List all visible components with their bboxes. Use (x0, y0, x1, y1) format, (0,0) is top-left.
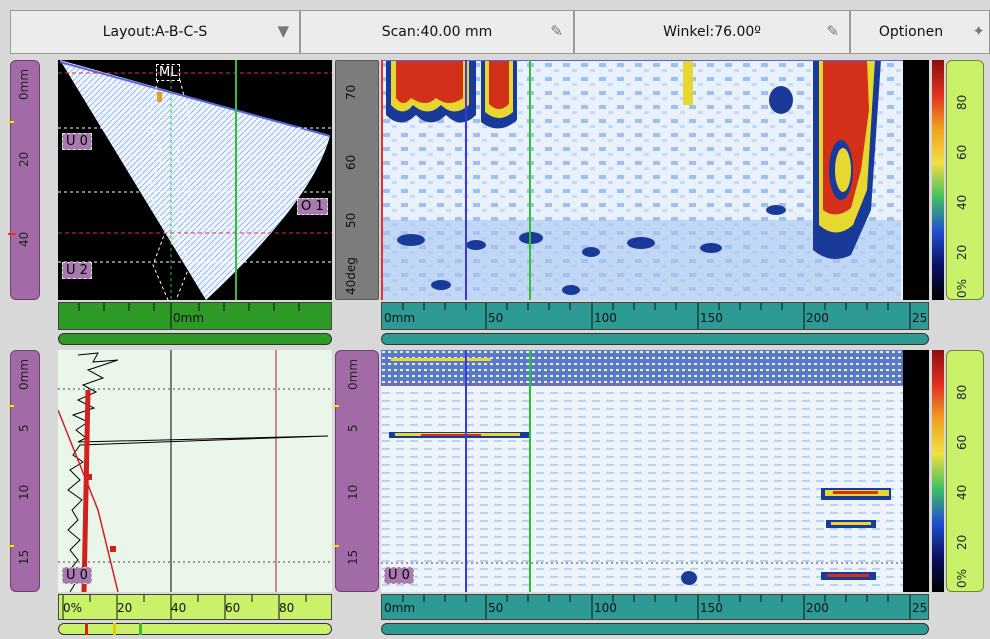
colorbar-tick: 0% (955, 278, 969, 298)
b-scan-x-tick: 25 (912, 311, 928, 325)
a-scan-slider[interactable] (58, 623, 332, 635)
b-scan-x-tick: 200 (806, 311, 829, 325)
dropdown-icon: ▼ (277, 22, 289, 40)
b-scan-slider[interactable] (381, 333, 929, 345)
a-scan-depth-ruler[interactable] (10, 350, 40, 592)
colorbar-tick: 20 (955, 534, 969, 550)
gate-marker (8, 233, 16, 235)
ruler-ticks (78, 303, 300, 329)
pencil-icon: ✎ (826, 22, 839, 40)
a-scan-x-tick: 80 (279, 601, 295, 615)
gate-marker (8, 121, 14, 123)
b-scan-angle-tick: 40deg (344, 257, 358, 295)
ruler-ticks (62, 595, 307, 619)
pencil-icon: ✎ (550, 22, 563, 40)
c-scan-amplitude-ruler[interactable] (946, 350, 984, 592)
ml-label: ML (156, 64, 181, 81)
colorbar-tick: 40 (955, 194, 969, 210)
c-scan-x-tick: 0mm (384, 601, 416, 615)
scan-label: Scan:40.00 mm (381, 24, 493, 40)
b-scan-angle-tick: 60 (344, 154, 358, 170)
a-scan-depth-tick: 0mm (17, 358, 31, 390)
a-scan-x-tick: 0% (63, 601, 83, 615)
gate-marker (85, 623, 88, 635)
colorbar-tick: 80 (955, 384, 969, 400)
c-scan-depth-tick: 5 (346, 424, 360, 432)
b-scan-amplitude-ruler[interactable] (946, 60, 984, 300)
a-scan-depth-tick: 10 (17, 484, 31, 500)
b-scan-angle-tick: 50 (344, 212, 358, 228)
gate-marker (139, 623, 142, 635)
b-scan-view[interactable] (381, 60, 929, 300)
c-scan-x-tick: 100 (594, 601, 617, 615)
s-scan-depth-tick: 0mm (17, 68, 31, 100)
options-label: Optionen (878, 24, 944, 40)
s-scan-depth-tick: 20 (17, 151, 31, 167)
gate-tag-u0: U 0 (62, 133, 92, 150)
ruler-ticks (402, 303, 911, 329)
b-scan-x-tick: 100 (594, 311, 617, 325)
a-scan-view[interactable] (58, 350, 332, 592)
gate-marker (113, 623, 116, 635)
c-scan-x-tick: 150 (700, 601, 723, 615)
c-scan-colorbar (932, 350, 944, 592)
gate-marker (333, 405, 339, 407)
b-scan-image (381, 60, 929, 300)
s-scan-index-tick: 0mm (173, 311, 205, 325)
c-scan-x-tick: 25 (912, 601, 928, 615)
gate-marker (8, 405, 14, 407)
b-scan-x-tick: 50 (488, 311, 504, 325)
b-scan-scan-ruler[interactable]: 0mm 50 100 150 200 25 (381, 302, 929, 330)
layout-button[interactable]: Layout:A-B-C-S ▼ (10, 10, 300, 54)
c-scan-x-tick: 200 (806, 601, 829, 615)
c-scan-slider[interactable] (381, 623, 929, 635)
options-button[interactable]: Optionen ✦ (850, 10, 990, 54)
s-scan-depth-ruler[interactable] (10, 60, 40, 300)
b-scan-angle-ruler[interactable] (335, 60, 379, 300)
s-scan-view[interactable]: ML (58, 60, 332, 300)
gate-marker (333, 545, 339, 547)
s-scan-image (58, 60, 332, 300)
a-scan-depth-tick: 5 (17, 424, 31, 432)
c-scan-scan-ruler[interactable]: 0mm 50 100 150 200 25 (381, 594, 929, 620)
colorbar-tick: 80 (955, 94, 969, 110)
c-scan-image (381, 350, 929, 592)
gate-tag-u0: U 0 (384, 567, 414, 584)
tools-icon: ✦ (972, 22, 985, 40)
ruler-ticks (402, 595, 911, 619)
layout-label: Layout:A-B-C-S (102, 24, 208, 40)
colorbar-tick: 0% (955, 568, 969, 588)
colorbar-tick: 60 (955, 144, 969, 160)
scan-position-button[interactable]: Scan:40.00 mm ✎ (300, 10, 574, 54)
gate-tag-u2: U 2 (62, 262, 92, 279)
c-scan-depth-tick: 0mm (346, 358, 360, 390)
angle-label: Winkel:76.00º (663, 24, 761, 40)
c-scan-depth-tick: 15 (346, 549, 360, 565)
a-scan-x-tick: 20 (117, 601, 133, 615)
b-scan-angle-tick: 70 (344, 84, 358, 100)
a-scan-x-tick: 40 (171, 601, 187, 615)
a-scan-x-tick: 60 (225, 601, 241, 615)
s-scan-index-ruler[interactable]: 0mm (58, 302, 332, 330)
a-scan-depth-tick: 15 (17, 549, 31, 565)
gate-tag-o1: O 1 (297, 198, 328, 215)
s-scan-depth-tick: 40 (17, 231, 31, 247)
b-scan-x-tick: 0mm (384, 311, 416, 325)
c-scan-x-tick: 50 (488, 601, 504, 615)
a-scan-plot (58, 350, 332, 592)
colorbar-tick: 60 (955, 434, 969, 450)
a-scan-amplitude-ruler[interactable]: 0% 20 40 60 80 (58, 594, 332, 620)
b-scan-x-tick: 150 (700, 311, 723, 325)
b-scan-colorbar (932, 60, 944, 300)
colorbar-tick: 20 (955, 244, 969, 260)
colorbar-tick: 40 (955, 484, 969, 500)
angle-button[interactable]: Winkel:76.00º ✎ (574, 10, 850, 54)
c-scan-view[interactable] (381, 350, 929, 592)
gate-marker (8, 545, 14, 547)
c-scan-depth-tick: 10 (346, 484, 360, 500)
c-scan-depth-ruler[interactable] (335, 350, 379, 592)
gate-tag-u0: U 0 (62, 567, 92, 584)
s-scan-slider[interactable] (58, 333, 332, 345)
